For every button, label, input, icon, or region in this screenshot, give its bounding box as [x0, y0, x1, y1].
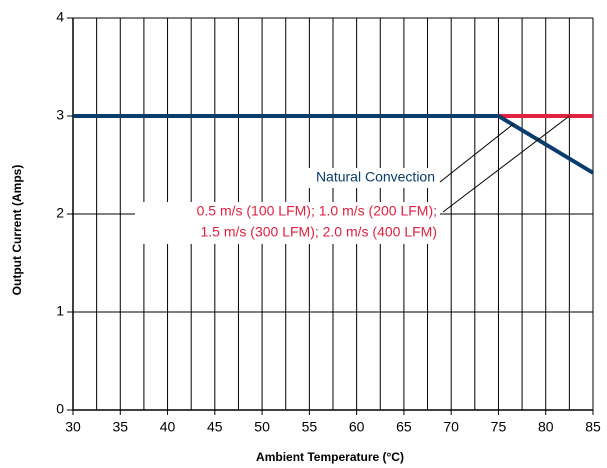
x-tick-label: 35 [112, 419, 128, 435]
x-tick-label: 75 [491, 419, 507, 435]
y-tick-label: 2 [56, 205, 64, 221]
x-tick-label: 30 [65, 419, 81, 435]
y-tick-label: 4 [56, 9, 64, 25]
x-tick-label: 70 [443, 419, 459, 435]
annotation: 0.5 m/s (100 LFM); 1.0 m/s (200 LFM); [197, 203, 437, 219]
leader-line [442, 115, 570, 213]
y-tick-label: 1 [56, 303, 64, 319]
y-tick-label: 3 [56, 107, 64, 123]
x-tick-label: 40 [160, 419, 176, 435]
leader-line [439, 123, 514, 183]
y-tick-label: 0 [56, 401, 64, 417]
series-line [73, 114, 595, 175]
x-tick-label: 85 [585, 419, 601, 435]
x-tick-label: 50 [254, 419, 270, 435]
label-bg [135, 202, 440, 244]
x-tick-label: 80 [538, 419, 554, 435]
x-tick-label: 65 [396, 419, 412, 435]
annotation: 1.5 m/s (300 LFM); 2.0 m/s (400 LFM) [200, 224, 437, 240]
y-axis-title: Output Current (Amps) [10, 165, 24, 296]
annotation: Natural Convection [316, 169, 435, 185]
x-tick-label: 55 [302, 419, 318, 435]
x-tick-label: 60 [349, 419, 365, 435]
x-axis-title: Ambient Temperature (°C) [256, 450, 404, 464]
x-tick-label: 45 [207, 419, 223, 435]
label-bg [292, 168, 437, 188]
